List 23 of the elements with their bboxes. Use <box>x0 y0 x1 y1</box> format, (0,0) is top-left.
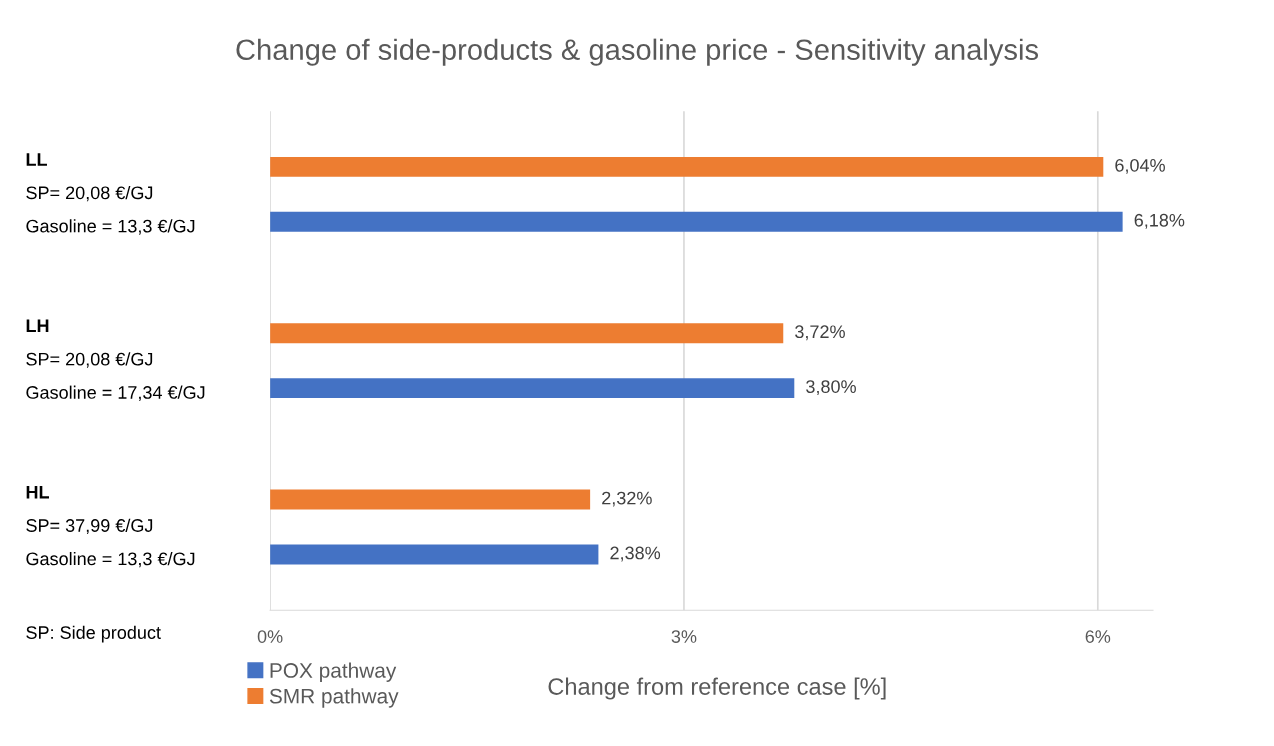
data-label: 2,32% <box>602 491 652 507</box>
bar <box>270 544 599 565</box>
x-axis-title: Change from reference case [%] <box>548 677 886 700</box>
y-tick-label: LH SP= 20,08 €/GJ Gasoline = 17,34 €/GJ <box>26 319 205 401</box>
data-label: 6,04% <box>1115 158 1165 174</box>
chart-title: Change of side-products & gasoline price - Sensitivity analysis <box>236 38 1039 66</box>
data-label: 2,38% <box>610 546 661 562</box>
data-label: 6,18% <box>1134 213 1185 229</box>
bar <box>270 211 1123 232</box>
legend-label: POX pathway <box>270 662 397 682</box>
x-tick-label: 3% <box>671 630 697 643</box>
data-label: 3,80% <box>806 380 856 396</box>
text: SP: Side product <box>26 625 161 643</box>
bar <box>270 489 591 510</box>
bar <box>270 323 784 344</box>
bar <box>270 156 1104 177</box>
bar <box>270 378 795 399</box>
x-tick-label: 0% <box>257 630 283 643</box>
data-label: 3,72% <box>795 325 845 341</box>
y-tick-label: HL SP= 37,99 €/GJ Gasoline = 13,3 €/GJ <box>26 485 195 568</box>
legend-label: SMR pathway <box>269 688 399 708</box>
x-tick-label: 6% <box>1085 630 1111 643</box>
y-tick-label: LL SP= 20,08 €/GJ Gasoline = 13,3 €/GJ <box>26 153 195 235</box>
